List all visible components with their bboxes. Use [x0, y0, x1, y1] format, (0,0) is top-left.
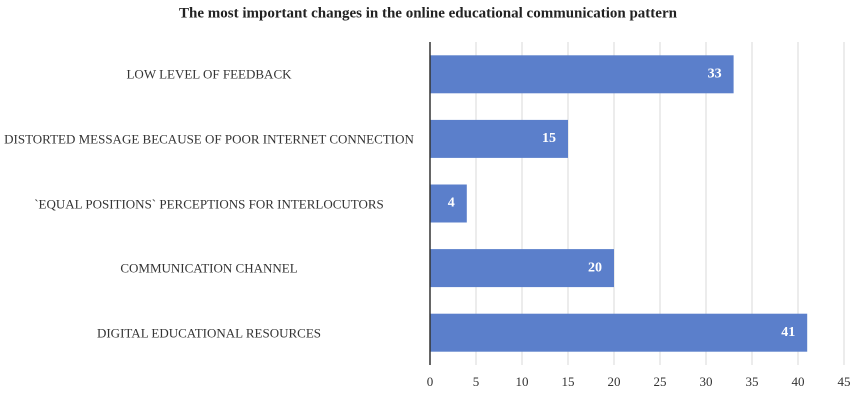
x-tick-label: 15: [562, 374, 575, 389]
x-tick-label: 45: [838, 374, 851, 389]
x-tick-label: 0: [427, 374, 434, 389]
value-label: 41: [781, 325, 795, 340]
x-tick-label: 35: [746, 374, 759, 389]
value-label: 33: [708, 67, 722, 82]
y-tick-label: LOW LEVEL OF FEEDBACK: [126, 66, 292, 82]
y-tick-label: `EQUAL POSITIONS` PERCEPTIONS FOR INTERL…: [34, 196, 384, 211]
bar: [430, 119, 568, 158]
bar: [430, 55, 734, 94]
bar: [430, 313, 808, 352]
bar: [430, 249, 614, 288]
value-label: 20: [588, 260, 602, 275]
x-tick-label: 40: [792, 374, 805, 389]
y-tick-label: DISTORTED MESSAGE BECAUSE OF POOR INTERN…: [4, 131, 414, 147]
x-tick-label: 20: [608, 374, 621, 389]
bar: [430, 184, 467, 223]
y-tick-label: COMMUNICATION CHANNEL: [120, 260, 298, 276]
chart-title: The most important changes in the online…: [179, 5, 678, 21]
x-tick-label: 5: [473, 374, 480, 389]
x-tick-label: 25: [654, 374, 667, 389]
value-label: 15: [542, 131, 556, 146]
value-label: 4: [448, 196, 455, 211]
y-tick-label: DIGITAL EDUCATIONAL RESOURCES: [96, 325, 322, 341]
x-tick-label: 10: [516, 374, 529, 389]
x-tick-label: 30: [700, 374, 713, 389]
